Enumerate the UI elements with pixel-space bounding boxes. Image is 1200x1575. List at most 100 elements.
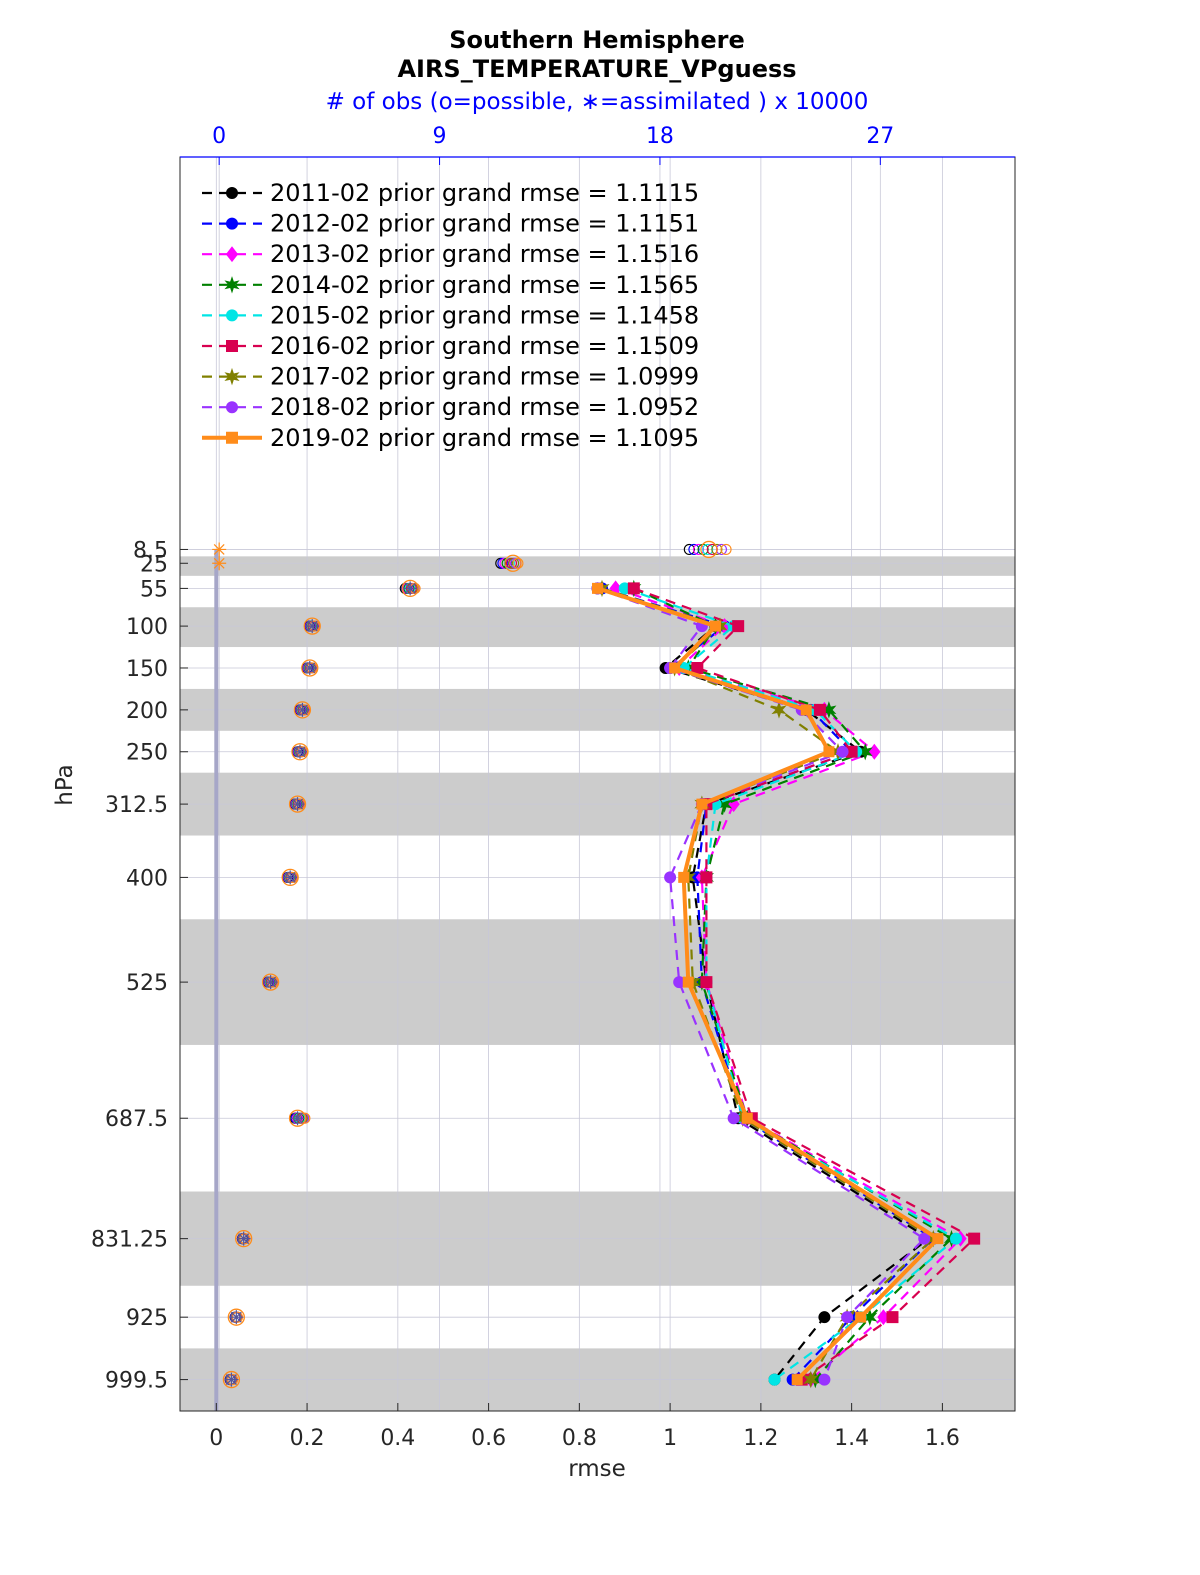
series-point [691,661,704,674]
top-tick-label: 9 [433,124,447,149]
series-point [700,871,713,884]
x-axis-ticks: 0 0.2 0.4 0.6 0.8 1 1.2 1.4 1.6 [209,1403,960,1451]
series-point [592,582,603,594]
obs-assimilated-marker [302,660,317,675]
legend-marker [225,246,239,263]
series-point [855,1311,867,1323]
top-axis-label: # of obs (o=possible, ∗=assimilated ) x … [326,89,869,115]
x-tick-label: 0.6 [471,1426,506,1451]
legend-label: 2012-02 prior grand rmse = 1.1151 [270,210,699,238]
series-point [968,1232,981,1245]
top-axis-ticks: 0 9 18 27 [212,124,894,165]
obs-possible-marker [683,543,695,556]
x-tick-label: 0 [209,1426,223,1451]
obs-possible-marker [288,795,307,813]
obs-assimilated-marker [236,1231,251,1246]
series-point [932,1233,944,1245]
y-tick-label: 312.5 [105,793,168,818]
series-point [627,582,640,595]
series-line [624,587,958,1381]
x-tick-label: 0.2 [290,1426,325,1451]
legend-label: 2013-02 prior grand rmse = 1.1516 [270,240,699,268]
obs-assimilated-marker [224,1372,239,1387]
x-axis-label: rmse [568,1456,626,1482]
series-point [791,1374,803,1386]
y-tick-label: 100 [126,615,168,640]
legend-marker [226,187,239,199]
obs-possible-marker [401,579,419,598]
obs-possible-marker [504,554,522,572]
x-tick-label: 1 [663,1426,677,1451]
legend-label: 2018-02 prior grand rmse = 1.0952 [270,393,699,421]
y-tick-label: 8.5 [133,538,168,563]
y-tick-label: 55 [140,577,168,602]
x-tick-label: 1.2 [743,1426,778,1451]
series-lines [591,579,981,1389]
y-tick-label: 525 [126,971,168,996]
obs-assimilated-marker [290,1111,305,1126]
shaded-bands [180,556,1015,1411]
legend-label: 2014-02 prior grand rmse = 1.1565 [270,271,699,299]
y-tick-label: 831.25 [91,1228,168,1253]
series-point [732,620,745,633]
obs-count-markers [212,540,732,1389]
series-point [664,871,677,884]
chart-title: Southern Hemisphere [449,26,745,54]
x-tick-label: 0.4 [380,1426,415,1451]
series-point [803,1370,819,1389]
legend-label: 2019-02 prior grand rmse = 1.1095 [270,424,699,452]
series-line [596,586,942,1382]
series-point [818,1373,831,1386]
y-tick-label: 925 [126,1306,168,1331]
series-line [597,587,931,1381]
y-tick-label: 200 [126,699,168,724]
legend-marker [226,217,239,230]
obs-possible-marker [301,659,319,677]
series-point [868,743,881,760]
obs-assimilated-marker [290,797,305,812]
series-point [950,1232,963,1245]
series-point [696,798,708,810]
series-point [700,976,713,989]
obs-possible-marker [222,1370,241,1389]
obs-assimilated-marker [212,556,227,571]
obs-assimilated-marker [305,619,320,634]
legend-marker [226,309,239,322]
series-line [633,587,977,1381]
x-tick-label: 1.6 [925,1426,960,1451]
obs-possible-marker [261,973,280,991]
series-line [633,587,954,1381]
series-point [886,1311,899,1324]
series-point [741,1112,753,1124]
series-point [841,1311,854,1324]
obs-assimilated-marker [229,1310,244,1325]
shaded-band [180,556,1015,576]
series-point [771,701,787,719]
legend-marker [226,340,238,352]
legend-label: 2011-02 prior grand rmse = 1.1115 [270,179,699,207]
series-point [813,703,826,716]
series-point [727,1112,740,1125]
obs-assimilated-marker [295,702,310,717]
obs-assimilated-marker [263,975,278,990]
series-line [615,587,963,1381]
y-tick-label: 25 [140,552,168,577]
obs-possible-marker [235,1229,253,1248]
obs-possible-marker [281,868,299,887]
series-point [823,746,835,758]
obs-assimilated-marker [283,870,298,885]
legend-label: 2017-02 prior grand rmse = 1.0999 [270,363,699,391]
series-point [682,976,694,988]
y-tick-label: 250 [126,741,168,766]
y-tick-label: 999.5 [105,1369,168,1394]
y-tick-label: 687.5 [105,1107,168,1132]
series-point [678,871,690,883]
obs-possible-marker [711,543,723,556]
legend: 2011-02 prior grand rmse = 1.1115 2012-02… [202,179,699,452]
obs-possible-marker [692,543,705,556]
legend-label: 2016-02 prior grand rmse = 1.1509 [270,332,699,360]
legend-marker [224,276,240,294]
series-point [800,704,812,716]
